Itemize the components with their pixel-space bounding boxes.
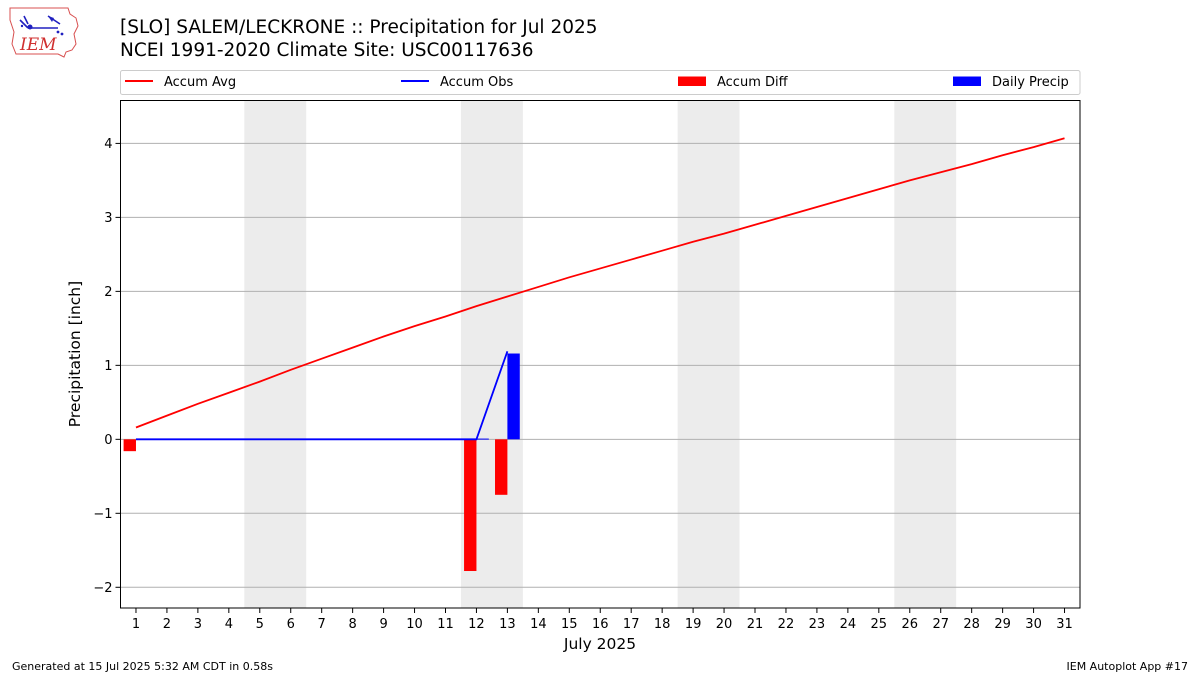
- y-tick-label: 3: [104, 211, 112, 226]
- accum-avg-line: [135, 137, 1065, 429]
- accum-obs-legend-label: Accum Obs: [440, 75, 513, 90]
- x-tick-label: 16: [592, 617, 609, 632]
- chart-title: [SLO] SALEM/LECKRONE :: Precipitation fo…: [120, 17, 598, 38]
- x-tick-label: 30: [1025, 617, 1042, 632]
- y-tick-label: −1: [93, 507, 112, 522]
- x-tick-label: 24: [840, 617, 857, 632]
- x-axis-ticks: 1 2 3 4 5 6 7 8 9 10 11 12 13 14 15 16 17 18 19 20 21 22 23 24 2…: [132, 608, 1073, 632]
- y-axis-label: Precipitation [inch]: [66, 281, 84, 427]
- daily-precip-legend-swatch: [953, 76, 981, 86]
- x-tick-label: 13: [499, 617, 516, 632]
- accum-diff-bar: [123, 439, 136, 452]
- x-tick-label: 23: [809, 617, 826, 632]
- x-tick-label: 21: [747, 617, 764, 632]
- y-tick-label: 0: [104, 433, 112, 448]
- x-tick-label: 1: [132, 617, 140, 632]
- x-tick-label: 29: [994, 617, 1011, 632]
- daily-precip-legend-label: Daily Precip: [992, 75, 1069, 90]
- y-tick-label: −2: [93, 581, 112, 596]
- chart-subtitle: NCEI 1991-2020 Climate Site: USC00117636: [120, 40, 534, 61]
- x-axis-label: July 2025: [563, 635, 636, 653]
- x-tick-label: 10: [406, 617, 423, 632]
- line-series: [135, 137, 1065, 441]
- x-tick-label: 12: [468, 617, 485, 632]
- x-tick-label: 15: [561, 617, 578, 632]
- x-tick-label: 11: [437, 617, 454, 632]
- y-tick-label: 2: [104, 285, 112, 300]
- x-tick-label: 2: [163, 617, 171, 632]
- accum-avg-legend-label: Accum Avg: [164, 75, 236, 90]
- x-tick-label: 19: [685, 617, 702, 632]
- x-tick-label: 25: [871, 617, 888, 632]
- footer-generated: Generated at 15 Jul 2025 5:32 AM CDT in …: [12, 660, 273, 673]
- x-tick-label: 18: [654, 617, 671, 632]
- x-tick-label: 27: [932, 617, 949, 632]
- x-tick-label: 3: [194, 617, 202, 632]
- x-tick-label: 5: [256, 617, 264, 632]
- x-tick-label: 31: [1056, 617, 1073, 632]
- accum-diff-legend-swatch: [678, 76, 706, 86]
- weekend-band: [244, 100, 307, 608]
- accum-diff-legend-label: Accum Diff: [717, 75, 789, 90]
- x-tick-label: 22: [778, 617, 795, 632]
- y-tick-label: 4: [104, 137, 112, 152]
- weekend-bands: [244, 100, 957, 608]
- legend-box: [120, 70, 1081, 95]
- weekend-band: [894, 100, 957, 608]
- x-tick-label: 20: [716, 617, 733, 632]
- x-tick-label: 8: [348, 617, 356, 632]
- x-tick-label: 9: [379, 617, 387, 632]
- x-tick-label: 7: [318, 617, 326, 632]
- y-tick-label: 1: [104, 359, 112, 374]
- iowa-map-icon: [9, 7, 79, 58]
- x-tick-label: 14: [530, 617, 547, 632]
- x-tick-label: 4: [225, 617, 233, 632]
- daily-precip-bar: [507, 353, 520, 440]
- legend: Accum Avg Accum Obs Accum Diff Daily Precip: [120, 70, 1081, 95]
- y-axis-ticks: −2 −1 0 1 2 3 4: [93, 137, 121, 596]
- x-tick-label: 17: [623, 617, 640, 632]
- accum-diff-bar: [464, 439, 477, 572]
- footer-app: IEM Autoplot App #17: [1066, 660, 1189, 673]
- accum-diff-bar: [495, 439, 508, 495]
- grid-lines: [120, 142, 1080, 588]
- daily-precip-bar: [476, 438, 489, 440]
- iem-logo: IEM: [8, 6, 80, 58]
- x-tick-label: 26: [901, 617, 918, 632]
- weekend-band: [677, 100, 740, 608]
- logo-text: IEM: [20, 35, 57, 55]
- accum-obs-line: [135, 350, 509, 441]
- x-tick-label: 28: [963, 617, 980, 632]
- x-tick-label: 6: [287, 617, 295, 632]
- bar-series: [123, 353, 520, 572]
